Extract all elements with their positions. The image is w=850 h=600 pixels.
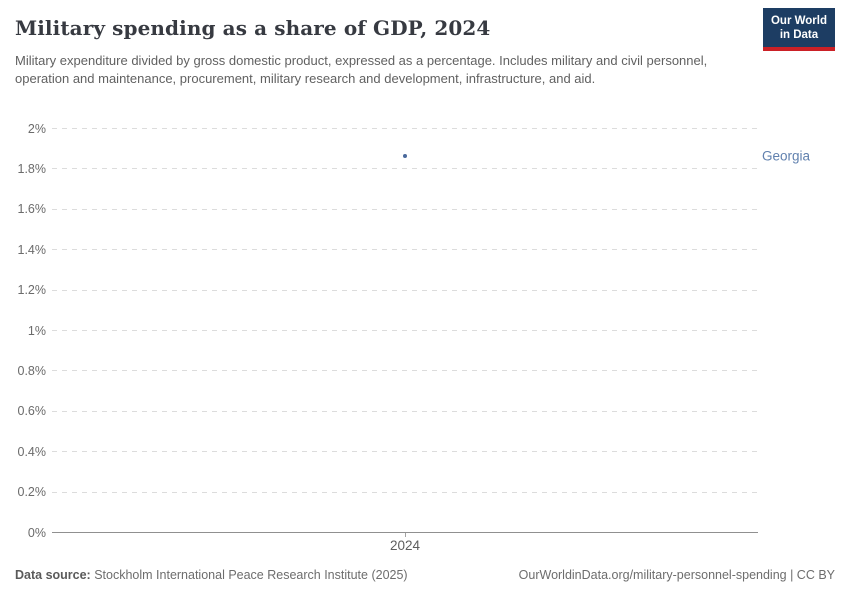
x-axis-line bbox=[52, 532, 758, 533]
owid-logo-text-line2: in Data bbox=[779, 29, 819, 41]
x-axis-tick-mark bbox=[405, 532, 406, 537]
y-tick-label: 0.2% bbox=[17, 485, 47, 500]
data-source-note: Data source: Stockholm International Pea… bbox=[15, 568, 408, 582]
y-tick-label: 1.8% bbox=[17, 161, 47, 176]
x-axis-tick-label: 2024 bbox=[389, 538, 421, 553]
y-tick-label: 1.6% bbox=[17, 202, 47, 217]
data-source-label: Data source: bbox=[15, 568, 91, 582]
owid-logo-text-line1: Our World bbox=[770, 15, 827, 27]
chart-subtitle: Military expenditure divided by gross do… bbox=[15, 53, 708, 87]
chart-footer: Data source: Stockholm International Pea… bbox=[15, 568, 835, 582]
gridline bbox=[52, 451, 758, 453]
gridline bbox=[52, 410, 758, 412]
y-tick-label: 0.8% bbox=[17, 363, 47, 378]
owid-logo[interactable]: Our World in Data bbox=[762, 8, 835, 51]
data-point-georgia[interactable] bbox=[403, 154, 407, 159]
owid-url-license[interactable]: OurWorldinData.org/military-personnel-sp… bbox=[518, 568, 835, 582]
gridline bbox=[52, 491, 758, 493]
gridline bbox=[52, 208, 758, 210]
gridline bbox=[52, 289, 758, 291]
y-tick-label: 1.4% bbox=[17, 242, 47, 257]
y-tick-label: 2% bbox=[27, 121, 46, 136]
gridline bbox=[52, 168, 758, 170]
y-tick-label: 0.4% bbox=[17, 444, 47, 459]
y-tick-label: 0.6% bbox=[17, 404, 47, 419]
y-tick-label: 0% bbox=[27, 525, 46, 540]
y-tick-label: 1.2% bbox=[17, 283, 47, 298]
gridline bbox=[52, 249, 758, 251]
y-tick-label: 1% bbox=[27, 323, 46, 338]
gridline bbox=[52, 370, 758, 372]
data-source-text: Stockholm International Peace Research I… bbox=[94, 568, 408, 582]
gridline bbox=[52, 128, 758, 129]
entity-label-georgia[interactable]: Georgia bbox=[762, 148, 811, 164]
page-title: Military spending as a share of GDP, 202… bbox=[15, 16, 491, 40]
gridline bbox=[52, 330, 758, 331]
